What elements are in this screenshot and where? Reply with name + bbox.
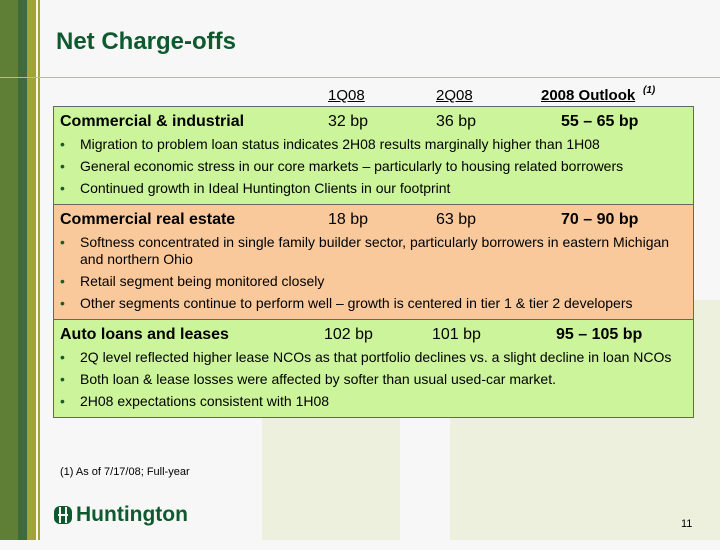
side-bar: [18, 0, 27, 540]
column-header-outlook: 2008 Outlook: [541, 87, 636, 104]
huntington-logo: Huntington: [54, 503, 188, 527]
list-item: Retail segment being monitored closely: [60, 271, 693, 293]
value-1q08: 102 bp: [324, 326, 373, 343]
page-number: 11: [681, 518, 693, 530]
list-item: Both loan & lease losses were affected b…: [60, 369, 693, 391]
logo-text: Huntington: [76, 503, 188, 526]
side-bar: [27, 0, 36, 540]
list-item: General economic stress in our core mark…: [60, 156, 693, 178]
section-header-row: Commercial real estate 18 bp 63 bp 70 – …: [54, 208, 693, 232]
footnote: (1) As of 7/17/08; Full-year: [60, 466, 190, 478]
section-commercial-industrial: Commercial & industrial 32 bp 36 bp 55 –…: [54, 107, 693, 205]
column-header-1q08: 1Q08: [328, 87, 365, 104]
value-2q08: 63 bp: [436, 211, 477, 228]
logo-mark-icon: [54, 506, 72, 524]
list-item: Continued growth in Ideal Huntington Cli…: [60, 178, 693, 200]
value-outlook: 95 – 105 bp: [556, 326, 643, 343]
list-item: Other segments continue to perform well …: [60, 293, 693, 315]
list-item: Softness concentrated in single family b…: [60, 232, 693, 271]
page-title: Net Charge-offs: [56, 28, 237, 55]
list-item: Migration to problem loan status indicat…: [60, 134, 693, 156]
section-name: Commercial & industrial: [60, 113, 245, 130]
value-outlook: 70 – 90 bp: [561, 211, 639, 228]
value-2q08: 36 bp: [436, 113, 477, 130]
section-name: Commercial real estate: [60, 211, 236, 228]
column-header-2q08: 2Q08: [436, 87, 473, 104]
side-bar: [38, 0, 40, 540]
value-1q08: 32 bp: [328, 113, 369, 130]
title-divider: [0, 77, 720, 78]
list-item: 2Q level reflected higher lease NCOs as …: [60, 347, 693, 369]
section-name: Auto loans and leases: [60, 326, 229, 343]
list-item: 2H08 expectations consistent with 1H08: [60, 391, 693, 413]
section-commercial-real-estate: Commercial real estate 18 bp 63 bp 70 – …: [54, 205, 693, 320]
section-auto-loans-leases: Auto loans and leases 102 bp 101 bp 95 –…: [54, 320, 693, 417]
charge-off-table: Commercial & industrial 32 bp 36 bp 55 –…: [53, 106, 694, 418]
value-2q08: 101 bp: [432, 326, 481, 343]
section-header-row: Commercial & industrial 32 bp 36 bp 55 –…: [54, 110, 693, 134]
section-header-row: Auto loans and leases 102 bp 101 bp 95 –…: [54, 323, 693, 347]
side-bar: [0, 0, 18, 540]
value-1q08: 18 bp: [328, 211, 369, 228]
outlook-footnote-marker: (1): [643, 85, 656, 96]
value-outlook: 55 – 65 bp: [561, 113, 639, 130]
